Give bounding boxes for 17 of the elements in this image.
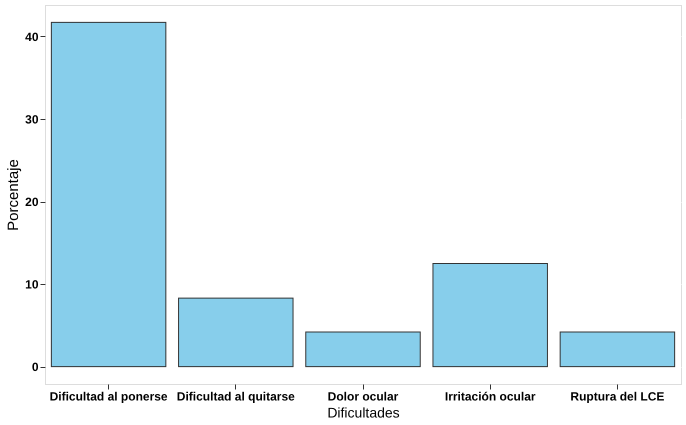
- y-tick-label: 20: [25, 195, 39, 210]
- bar: [178, 298, 294, 368]
- x-tick-label: Ruptura del LCE: [570, 390, 664, 404]
- y-tick-label: 40: [25, 30, 39, 44]
- bar: [305, 331, 421, 368]
- x-tick-label: Dificultad al quitarse: [176, 390, 296, 404]
- x-tick-label: Dificultad al ponerse: [50, 390, 168, 404]
- bar: [560, 331, 676, 368]
- x-axis-title: Dificultades: [327, 404, 400, 420]
- bar: [50, 22, 166, 368]
- y-axis-title: Porcentaje: [5, 159, 22, 231]
- y-tick-label: 0: [32, 360, 39, 374]
- x-tick-label: Irritación ocular: [444, 390, 536, 404]
- y-tick-label: 30: [25, 112, 39, 126]
- y-tick-label: 10: [25, 278, 39, 292]
- bar: [432, 262, 548, 368]
- x-tick-label: Dolor ocular: [328, 390, 399, 404]
